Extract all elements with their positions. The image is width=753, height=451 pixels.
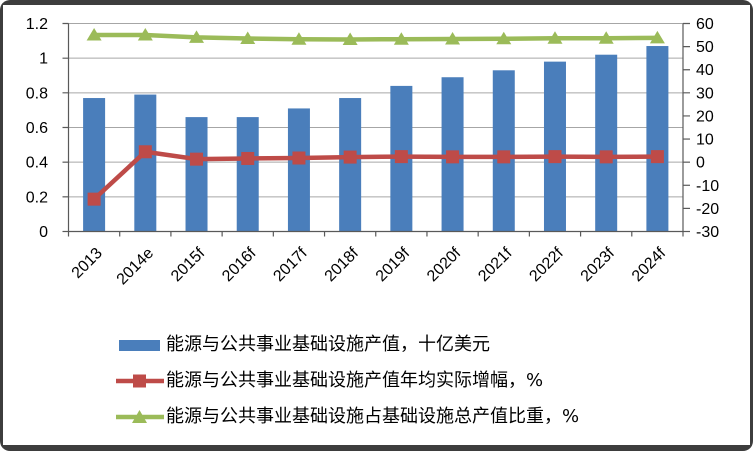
svg-text:30: 30 [696, 85, 714, 102]
legend-item-growth-line: 能源与公共事业基础设施产值年均实际增幅，% [116, 369, 579, 393]
svg-text:0: 0 [696, 155, 705, 172]
legend-label-output: 能源与公共事业基础设施产值，十亿美元 [166, 334, 490, 355]
svg-text:2018f: 2018f [322, 244, 363, 285]
svg-text:2016f: 2016f [219, 244, 260, 285]
frame-border-left [0, 0, 3, 451]
svg-text:2024f: 2024f [629, 244, 670, 285]
svg-text:-20: -20 [696, 201, 719, 218]
frame-border-right [750, 0, 753, 451]
svg-text:2013: 2013 [69, 245, 106, 282]
svg-text:0: 0 [39, 224, 48, 241]
svg-text:2017f: 2017f [270, 244, 311, 285]
svg-text:0.2: 0.2 [26, 189, 48, 206]
svg-text:2021f: 2021f [475, 244, 516, 285]
svg-text:20: 20 [696, 108, 714, 125]
legend-label-growth: 能源与公共事业基础设施产值年均实际增幅，% [166, 370, 544, 391]
svg-text:0.4: 0.4 [26, 155, 48, 172]
svg-text:2014e: 2014e [114, 245, 158, 289]
svg-text:10: 10 [696, 132, 714, 149]
svg-text:0.6: 0.6 [26, 120, 48, 137]
svg-text:2023f: 2023f [578, 244, 619, 285]
frame-border-top [0, 0, 753, 5]
svg-text:-10: -10 [696, 178, 719, 195]
svg-text:2019f: 2019f [373, 244, 414, 285]
svg-text:2022f: 2022f [526, 244, 567, 285]
svg-text:1.2: 1.2 [26, 16, 48, 33]
svg-text:60: 60 [696, 16, 714, 33]
legend-item-share-line: 能源与公共事业基础设施占基础设施总产值比重，% [116, 405, 579, 429]
svg-text:50: 50 [696, 39, 714, 56]
combo-chart-plot: 1.2 1 0.8 0.6 0.4 0.2 0 60 50 40 30 20 10 0 -10 -20 -30 2… [26, 16, 719, 289]
bar-series-swatch-icon [119, 340, 160, 351]
svg-text:40: 40 [696, 62, 714, 79]
svg-text:1: 1 [39, 51, 48, 68]
svg-text:2020f: 2020f [424, 244, 465, 285]
svg-text:2015f: 2015f [168, 244, 209, 285]
frame-border-bottom [0, 445, 753, 451]
line-square-swatch-icon [116, 374, 164, 388]
line-triangle-swatch-icon [116, 410, 164, 423]
legend-item-output-bars: 能源与公共事业基础设施产值，十亿美元 [116, 333, 579, 357]
chart-legend: 能源与公共事业基础设施产值，十亿美元 能源与公共事业基础设施产值年均实际增幅，%… [116, 333, 579, 429]
svg-text:0.8: 0.8 [26, 85, 48, 102]
svg-text:-30: -30 [696, 224, 719, 241]
legend-label-share: 能源与公共事业基础设施占基础设施总产值比重，% [166, 406, 580, 427]
